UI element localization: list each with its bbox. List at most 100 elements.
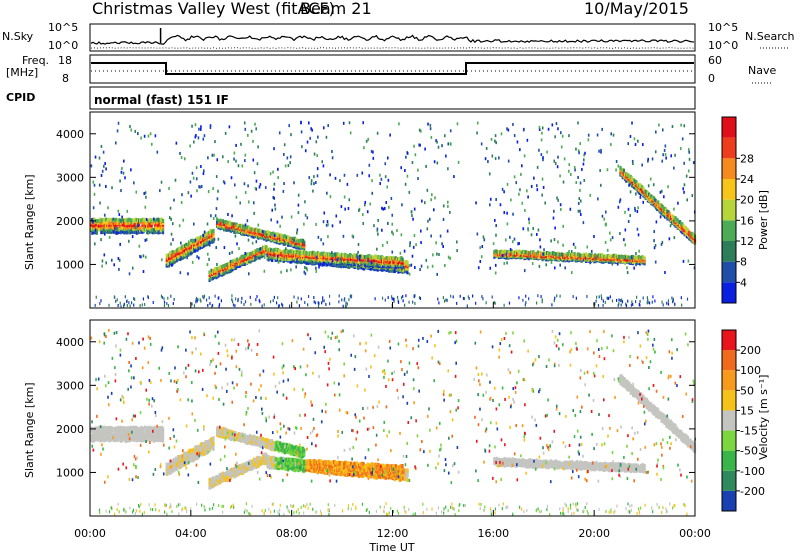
echo-cell [493, 300, 495, 304]
echo-cell [133, 223, 136, 228]
echo-cell [372, 156, 375, 160]
echo-cell [667, 185, 669, 189]
echo-cell [625, 302, 627, 306]
beam-label: Beam 21 [300, 0, 372, 18]
echo-cell [335, 214, 338, 218]
echo-cell [663, 195, 665, 199]
echo-cell [191, 238, 195, 243]
echo-cell [165, 258, 168, 263]
echo-cell [613, 253, 616, 258]
echo-cell [320, 238, 322, 242]
echo-cell [205, 240, 208, 245]
echo-cell [510, 251, 513, 256]
echo-cell [148, 429, 151, 434]
echo-cell [124, 436, 127, 441]
echo-cell [94, 223, 97, 228]
echo-cell [129, 425, 133, 430]
echo-cell [594, 253, 597, 258]
echo-cell [216, 220, 218, 224]
echo-cell [626, 254, 629, 259]
echo-cell [259, 235, 262, 240]
echo-cell [218, 265, 221, 270]
echo-cell [329, 262, 332, 267]
echo-cell [117, 121, 120, 125]
echo-cell [159, 437, 162, 442]
echo-cell [186, 459, 189, 464]
echo-cell [391, 295, 393, 299]
echo-cell [331, 149, 333, 153]
echo-cell [349, 131, 352, 135]
echo-cell [127, 436, 130, 441]
echo-cell [267, 257, 270, 262]
echo-cell [145, 437, 149, 442]
colorbar-tick-label: 24 [740, 173, 754, 186]
echo-cell [649, 194, 652, 199]
echo-cell [596, 255, 599, 260]
echo-cell [436, 140, 438, 144]
echo-cell [503, 303, 505, 307]
echo-cell [427, 122, 429, 126]
echo-cell [231, 250, 233, 254]
echo-cell [343, 173, 346, 177]
echo-cell [171, 460, 174, 465]
echo-cell [108, 303, 110, 307]
echo-cell [141, 430, 144, 435]
echo-cell [197, 241, 200, 246]
echo-cell [338, 300, 340, 304]
echo-cell [301, 238, 305, 243]
echo-cell [100, 433, 103, 438]
echo-cell [378, 266, 382, 271]
echo-cell [320, 254, 323, 259]
echo-cell [666, 209, 669, 214]
echo-cell [683, 124, 686, 128]
echo-cell [579, 188, 581, 192]
echo-cell [257, 252, 260, 257]
echo-cell [105, 429, 109, 434]
echo-cell [169, 464, 172, 469]
echo-cell [628, 180, 631, 185]
echo-cell [637, 255, 640, 260]
echo-cell [240, 230, 243, 235]
echo-cell [144, 255, 147, 259]
echo-cell [177, 247, 180, 252]
echo-cell [363, 203, 366, 207]
echo-cell [248, 225, 251, 230]
echo-cell [135, 428, 138, 433]
echo-cell [692, 237, 695, 242]
nave-label: Nave [748, 64, 776, 77]
echo-cell [299, 244, 302, 249]
echo-cell [118, 224, 121, 229]
echo-cell [660, 242, 663, 246]
echo-cell [129, 225, 133, 230]
echo-cell [207, 237, 211, 242]
echo-cell [249, 295, 251, 299]
echo-cell [336, 252, 339, 257]
echo-cell [161, 227, 165, 232]
echo-cell [142, 225, 145, 230]
echo-cell [98, 156, 101, 160]
echo-cell [468, 297, 470, 301]
echo-cell [177, 457, 180, 462]
echo-cell [357, 263, 361, 268]
echo-cell [126, 220, 129, 225]
echo-cell [691, 238, 694, 243]
echo-cell [526, 250, 529, 255]
echo-cell [228, 251, 231, 255]
echo-cell [255, 179, 258, 183]
echo-cell [221, 221, 224, 226]
echo-cell [178, 455, 181, 460]
echo-cell [523, 255, 526, 260]
echo-cell [199, 239, 203, 244]
echo-cell [581, 254, 584, 259]
echo-cell [144, 426, 148, 431]
echo-cell [670, 214, 674, 219]
echo-cell [542, 158, 544, 162]
freq-tick-top: 18 [58, 54, 72, 67]
echo-cell [156, 426, 159, 431]
echo-cell [139, 218, 142, 223]
echo-cell [617, 256, 620, 261]
echo-cell [235, 224, 238, 229]
echo-cell [674, 223, 677, 228]
echo-cell [311, 260, 314, 265]
echo-cell [222, 270, 225, 275]
